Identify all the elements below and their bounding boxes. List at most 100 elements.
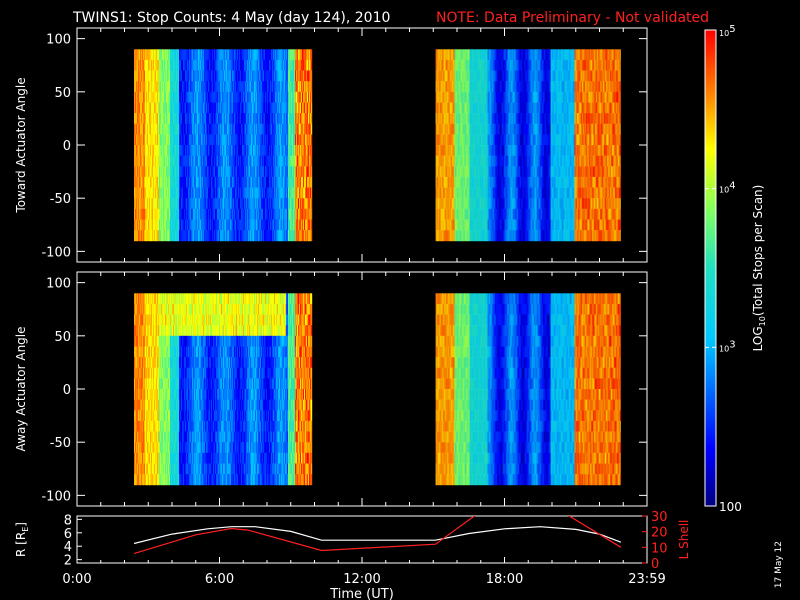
heatmap-cell [463, 219, 465, 231]
heatmap-cell [483, 102, 485, 114]
heatmap-cell [228, 91, 230, 103]
heatmap-cell [511, 49, 513, 61]
heatmap-cell [162, 230, 164, 242]
heatmap-cell [513, 176, 515, 188]
heatmap-cell [209, 176, 211, 188]
heatmap-cell [278, 102, 280, 114]
heatmap-cell [493, 70, 495, 82]
heatmap-cell [251, 208, 253, 220]
heatmap-cell [507, 176, 509, 188]
heatmap-cell [444, 155, 446, 167]
heatmap-cell [490, 208, 492, 220]
heatmap-cell [194, 134, 196, 146]
heatmap-cell [196, 155, 198, 167]
heatmap-cell [186, 176, 188, 188]
heatmap-cell [479, 219, 481, 231]
heatmap-cell [202, 145, 204, 157]
heatmap-cell [297, 198, 299, 210]
heatmap-cell [165, 59, 167, 71]
heatmap-cell [213, 155, 215, 167]
heatmap-cell [530, 155, 532, 167]
heatmap-cell [271, 81, 273, 93]
heatmap-cell [227, 81, 229, 93]
heatmap-cell [147, 70, 149, 82]
heatmap-cell [297, 230, 299, 242]
heatmap-cell [225, 70, 227, 82]
heatmap-cell [179, 59, 181, 71]
heatmap-cell [185, 230, 187, 242]
heatmap-cell [170, 81, 172, 93]
heatmap-cell [193, 134, 195, 146]
heatmap-cell [287, 219, 289, 231]
heatmap-cell [158, 166, 160, 178]
heatmap-cell [141, 187, 143, 199]
heatmap-cell [512, 123, 514, 135]
heatmap-cell [210, 81, 212, 93]
heatmap-cell [196, 113, 198, 125]
heatmap-cell [276, 113, 278, 125]
heatmap-cell [455, 145, 457, 157]
heatmap-cell [463, 166, 465, 178]
heatmap-cell [239, 134, 241, 146]
heatmap-cell [138, 102, 140, 114]
heatmap-cell [279, 155, 281, 167]
heatmap-cell [293, 155, 295, 167]
heatmap-cell [205, 166, 207, 178]
heatmap-cell [470, 59, 472, 71]
heatmap-cell [190, 49, 192, 61]
heatmap-cell [462, 230, 464, 242]
heatmap-cell [201, 123, 203, 135]
heatmap-cell [149, 59, 151, 71]
heatmap-cell [465, 123, 467, 135]
heatmap-cell [475, 59, 477, 71]
heatmap-cell [159, 123, 161, 135]
heatmap-cell [450, 49, 452, 61]
heatmap-cell [284, 166, 286, 178]
heatmap-cell [210, 70, 212, 82]
heatmap-cell [207, 59, 209, 71]
heatmap-cell [442, 176, 444, 188]
heatmap-cell [236, 198, 238, 210]
heatmap-cell [302, 145, 304, 157]
heatmap-cell [307, 155, 309, 167]
heatmap-cell [293, 81, 295, 93]
heatmap-cell [530, 113, 532, 125]
heatmap-cell [474, 123, 476, 135]
heatmap-cell [486, 113, 488, 125]
heatmap-cell [217, 113, 219, 125]
heatmap-cell [486, 155, 488, 167]
heatmap-cell [262, 155, 264, 167]
heatmap-cell [504, 123, 506, 135]
heatmap-cell [134, 187, 136, 199]
heatmap-cell [451, 145, 453, 157]
heatmap-cell [441, 49, 443, 61]
heatmap-cell [519, 208, 521, 220]
heatmap-cell [181, 70, 183, 82]
heatmap-cell [527, 230, 529, 242]
heatmap-cell [184, 155, 186, 167]
heatmap-cell [460, 81, 462, 93]
heatmap-cell [213, 187, 215, 199]
heatmap-cell [243, 166, 245, 178]
heatmap-cell [135, 176, 137, 188]
heatmap-cell [240, 219, 242, 231]
heatmap-cell [194, 176, 196, 188]
heatmap-cell [505, 176, 507, 188]
heatmap-cell [261, 198, 263, 210]
heatmap-cell [232, 198, 234, 210]
heatmap-cell [311, 230, 313, 242]
heatmap-cell [180, 155, 182, 167]
heatmap-cell [300, 113, 302, 125]
heatmap-cell [509, 176, 511, 188]
heatmap-cell [162, 145, 164, 157]
heatmap-cell [525, 176, 527, 188]
heatmap-cell [459, 166, 461, 178]
heatmap-cell [167, 81, 169, 93]
heatmap-cell [253, 198, 255, 210]
heatmap-cell [477, 81, 479, 93]
heatmap-cell [147, 176, 149, 188]
heatmap-cell [270, 134, 272, 146]
heatmap-cell [505, 123, 507, 135]
heatmap-cell [153, 113, 155, 125]
heatmap-cell [287, 59, 289, 71]
